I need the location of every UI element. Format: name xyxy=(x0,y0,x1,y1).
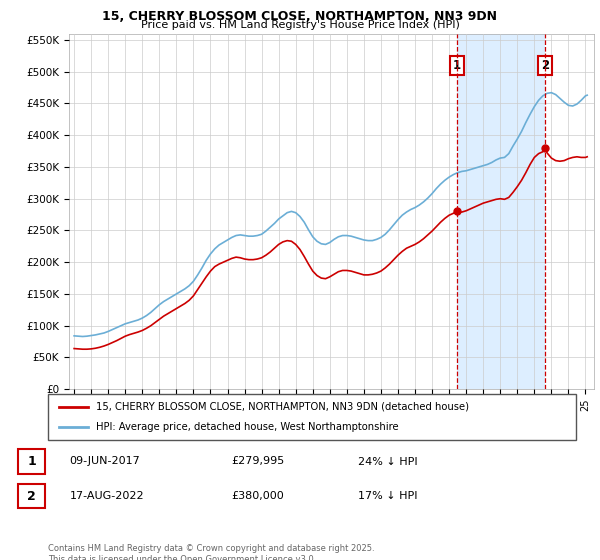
Text: HPI: Average price, detached house, West Northamptonshire: HPI: Average price, detached house, West… xyxy=(95,422,398,432)
Text: 24% ↓ HPI: 24% ↓ HPI xyxy=(358,456,417,466)
Text: Price paid vs. HM Land Registry's House Price Index (HPI): Price paid vs. HM Land Registry's House … xyxy=(140,20,460,30)
Text: 2: 2 xyxy=(27,489,36,503)
Text: 2: 2 xyxy=(541,59,549,72)
Text: 1: 1 xyxy=(27,455,36,468)
FancyBboxPatch shape xyxy=(48,394,576,440)
FancyBboxPatch shape xyxy=(18,449,46,474)
Text: 09-JUN-2017: 09-JUN-2017 xyxy=(70,456,140,466)
Text: 1: 1 xyxy=(452,59,461,72)
Text: 15, CHERRY BLOSSOM CLOSE, NORTHAMPTON, NN3 9DN: 15, CHERRY BLOSSOM CLOSE, NORTHAMPTON, N… xyxy=(103,10,497,22)
Text: 17-AUG-2022: 17-AUG-2022 xyxy=(70,491,144,501)
Text: 15, CHERRY BLOSSOM CLOSE, NORTHAMPTON, NN3 9DN (detached house): 15, CHERRY BLOSSOM CLOSE, NORTHAMPTON, N… xyxy=(95,402,469,412)
Text: 17% ↓ HPI: 17% ↓ HPI xyxy=(358,491,417,501)
FancyBboxPatch shape xyxy=(18,484,46,508)
Text: Contains HM Land Registry data © Crown copyright and database right 2025.
This d: Contains HM Land Registry data © Crown c… xyxy=(48,544,374,560)
Bar xyxy=(457,34,545,389)
Text: £279,995: £279,995 xyxy=(231,456,284,466)
Text: £380,000: £380,000 xyxy=(231,491,284,501)
